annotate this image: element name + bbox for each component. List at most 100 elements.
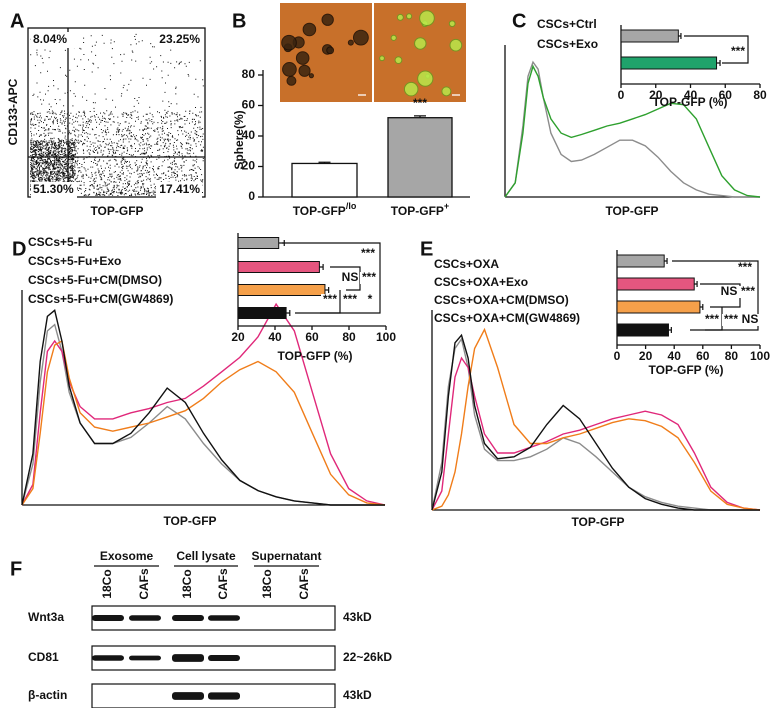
panel-letter: A xyxy=(10,10,24,32)
bar xyxy=(237,307,287,319)
significance: NS xyxy=(742,312,759,326)
label-bg xyxy=(739,286,757,298)
lane-label: 18Co xyxy=(180,569,194,598)
category-superscript: /lo xyxy=(346,201,357,211)
band xyxy=(172,615,204,621)
sphere xyxy=(295,51,310,65)
x-axis-label: TOP-GFP (%) xyxy=(278,349,353,363)
quadrant-percent: 23.25% xyxy=(159,32,200,46)
sphere xyxy=(298,64,311,77)
label-bg xyxy=(729,46,747,58)
sphere xyxy=(414,37,427,50)
lane-label: 18Co xyxy=(260,569,274,598)
sphere xyxy=(326,46,335,55)
significance: *** xyxy=(343,292,357,306)
label-bg xyxy=(722,314,740,326)
x-tick-label: 80 xyxy=(753,88,767,102)
x-tick-label: 60 xyxy=(696,349,710,363)
size-label: 22~26kD xyxy=(343,650,392,664)
panel-letter: C xyxy=(512,10,526,32)
error-bar xyxy=(286,310,291,316)
label-bg xyxy=(156,182,202,198)
error-bar xyxy=(664,258,668,264)
sphere xyxy=(448,20,456,28)
category-name: TOP-GFP xyxy=(293,204,346,218)
histogram-curve xyxy=(21,309,385,506)
band xyxy=(129,655,161,661)
bar xyxy=(237,261,320,273)
y-tick-label: 60 xyxy=(242,98,256,112)
band xyxy=(208,692,240,700)
quadrant-percent: 51.30% xyxy=(33,182,74,196)
significance: *** xyxy=(413,96,427,110)
x-tick-label: 20 xyxy=(649,88,663,102)
bar xyxy=(237,237,280,249)
significance: *** xyxy=(361,246,375,260)
significance: NS xyxy=(721,284,738,298)
band xyxy=(172,654,204,662)
x-tick-label: 60 xyxy=(719,88,733,102)
y-tick-label: 0 xyxy=(248,189,255,203)
label-bg xyxy=(31,32,77,48)
band xyxy=(172,692,204,700)
sphere xyxy=(396,13,404,21)
label-bg xyxy=(341,272,359,284)
band xyxy=(92,655,124,661)
x-tick-label: 20 xyxy=(639,349,653,363)
x-tick-label: 40 xyxy=(668,349,682,363)
sphere xyxy=(441,86,452,97)
sphere xyxy=(379,55,385,62)
group-label: Supernatant xyxy=(251,549,321,563)
label-bg xyxy=(360,272,378,284)
size-label: 43kD xyxy=(343,688,372,702)
lane-label: 18Co xyxy=(100,569,114,598)
legend-entry: CSCs+OXA+Exo xyxy=(434,275,528,289)
panel-letter: F xyxy=(10,558,22,580)
lane-label: CAFs xyxy=(297,568,311,600)
sphere xyxy=(281,34,297,51)
group-label: Cell lysate xyxy=(176,549,236,563)
sphere xyxy=(417,70,434,87)
legend-entry: CSCs+Exo xyxy=(537,37,598,51)
sphere xyxy=(406,13,413,20)
comparison-bracket xyxy=(320,290,341,314)
x-tick-label: 40 xyxy=(684,88,698,102)
bar xyxy=(616,277,695,291)
band xyxy=(129,615,161,621)
legend-entry: CSCs+Ctrl xyxy=(537,17,597,31)
protein-label: Wnt3a xyxy=(28,610,64,624)
sphere xyxy=(286,75,297,86)
significance: *** xyxy=(741,284,755,298)
x-axis-label: TOP-GFP xyxy=(571,515,624,529)
label-bg xyxy=(156,32,202,48)
legend-entry: CSCs+OXA+CM(DMSO) xyxy=(434,293,569,307)
bar xyxy=(616,323,669,337)
bar xyxy=(620,56,718,70)
y-tick-label: 20 xyxy=(242,159,256,173)
label-bg xyxy=(359,248,377,260)
label-bg xyxy=(321,294,339,306)
sphere xyxy=(394,56,403,65)
label-bg xyxy=(703,314,721,326)
y-tick-label: 40 xyxy=(242,128,256,142)
legend-entry: CSCs+5-Fu+Exo xyxy=(28,254,121,268)
quadrant-percent: 17.41% xyxy=(159,182,200,196)
sphere xyxy=(321,13,334,26)
legend-entry: CSCs+OXA xyxy=(434,257,499,271)
bar xyxy=(620,29,679,43)
group-label: Exosome xyxy=(100,549,154,563)
error-bar xyxy=(668,327,672,333)
y-tick-label: 80 xyxy=(242,67,256,81)
protein-label: CD81 xyxy=(28,650,59,664)
sphere xyxy=(449,38,463,52)
x-axis-label: TOP-GFP (%) xyxy=(649,363,724,377)
size-label: 43kD xyxy=(343,610,372,624)
quadrant-percent: 8.04% xyxy=(33,32,67,46)
x-axis-label: TOP-GFP xyxy=(163,514,216,528)
protein-label: β-actin xyxy=(28,688,67,702)
histogram-curve xyxy=(504,60,760,198)
lane-label: CAFs xyxy=(137,568,151,600)
label-bg xyxy=(736,262,754,274)
error-bar xyxy=(694,281,698,287)
